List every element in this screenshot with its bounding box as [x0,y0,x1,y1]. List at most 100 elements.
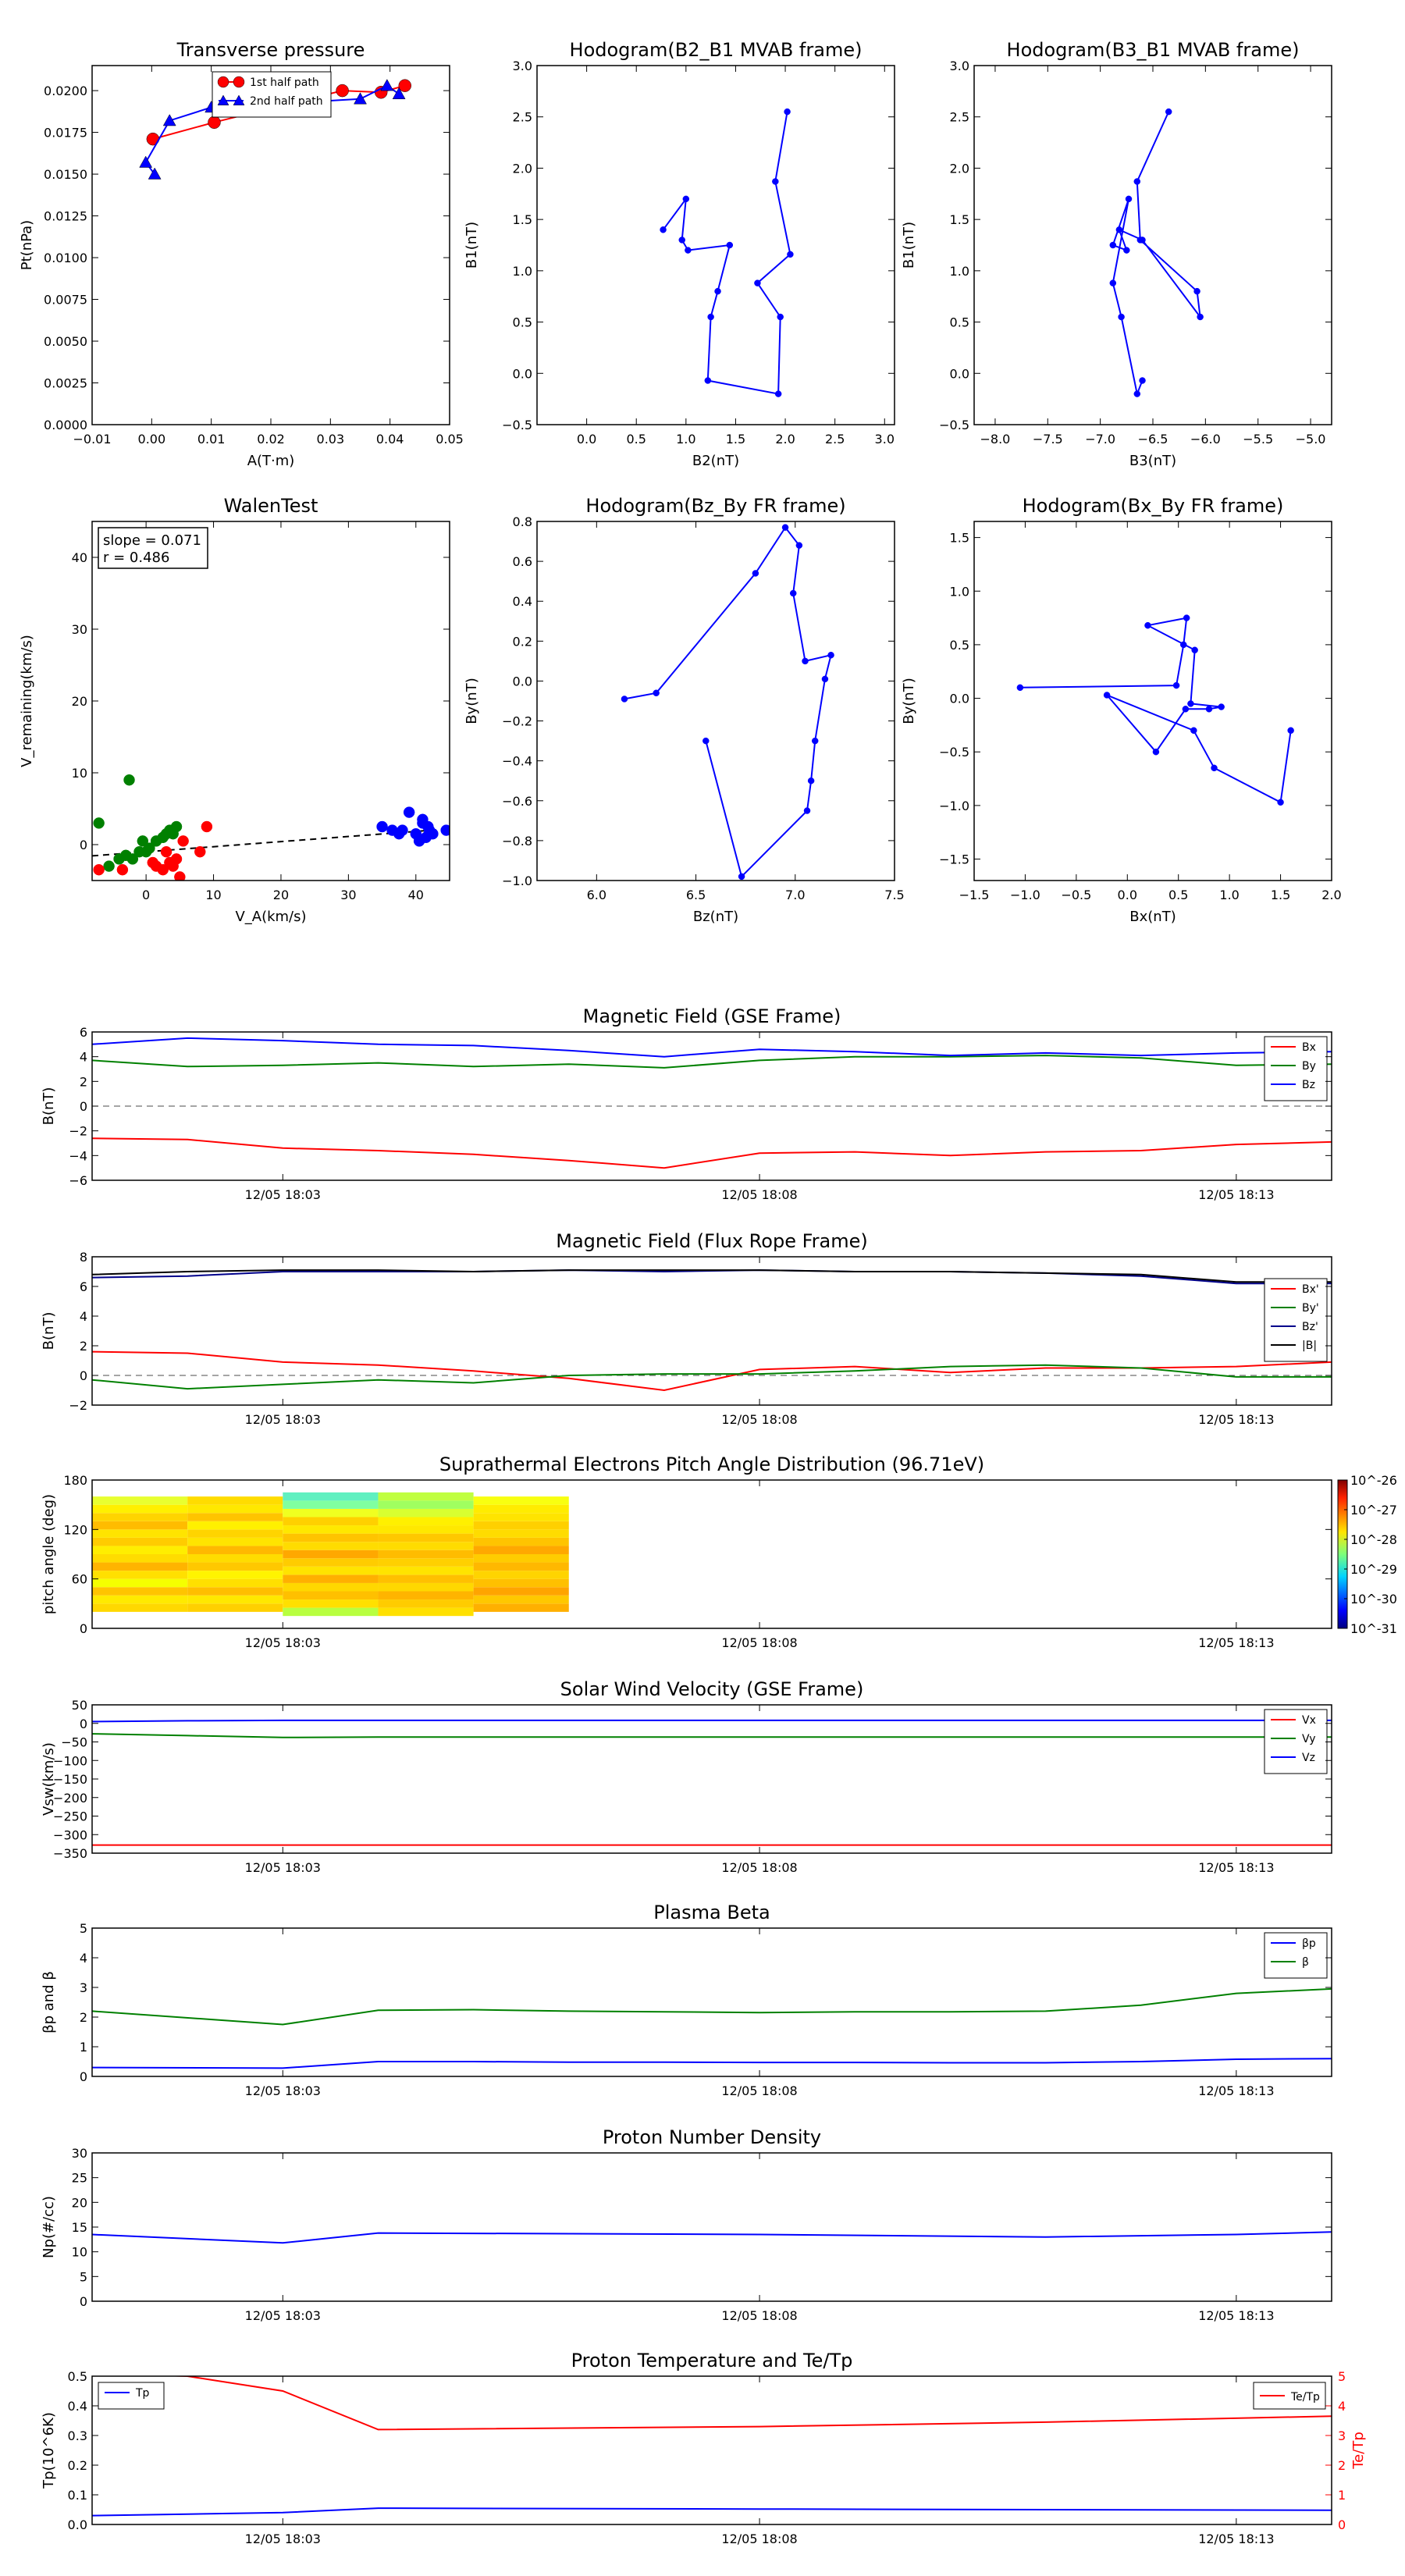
data-point [802,657,809,665]
x-tick-label: 0.02 [257,432,285,447]
x-tick-label: 1.5 [1271,888,1290,902]
x-tick-label: 12/05 18:08 [721,1187,797,1202]
legend-label: Tp [135,2387,150,2400]
colorbar [1337,1479,1348,1629]
data-point [162,114,176,126]
series-line [92,1719,1332,1723]
legend-box [212,71,332,118]
plot-frame [973,65,1332,425]
x-tick-label: −6.0 [1190,432,1221,447]
y-tick-label: 0.3 [68,2428,87,2443]
x-axis-label: Bx(nT) [1129,909,1176,925]
y-axis-label: B1(nT) [464,222,480,269]
data-point [403,806,415,818]
y-axis-label: By(nT) [464,678,480,724]
heatmap-cell [378,1558,474,1567]
colorbar-label: 10^-31 [1350,1621,1397,1636]
annotation-text: slope = 0.071 [103,532,201,549]
data-point [707,313,714,321]
y-tick-label: −150 [53,1772,87,1787]
data-point [139,155,153,168]
data-layer [92,1987,1332,2069]
x-tick-label: 12/05 18:13 [1198,1412,1274,1427]
data-point [807,777,815,785]
data-point [1218,703,1225,710]
x-tick-label: 12/05 18:08 [721,1412,797,1427]
y-tick-label: 10 [72,2245,87,2260]
heatmap-cell [473,1571,569,1579]
y-tick-label: −0.6 [502,794,532,809]
heatmap-cell [187,1513,283,1521]
data-point [1125,195,1133,203]
data-point [660,226,667,233]
data-point [194,845,206,858]
data-point [123,774,135,786]
y-tick-label: 0.5 [950,638,969,653]
data-point [752,570,759,577]
y-tick-label: −0.8 [502,834,532,849]
heatmap-cell [187,1521,283,1530]
x-tick-label: 0.00 [138,432,166,447]
data-point [398,79,411,92]
heatmap-cell [187,1546,283,1554]
y-tick-label: −250 [53,1809,87,1824]
y-tick-label: 0 [80,2294,87,2309]
legend-marker [217,94,229,105]
y-tick-label: 0.0 [950,692,969,706]
data-point [702,737,710,745]
y-tick-label: −350 [53,1846,87,1861]
data-layer [92,2231,1332,2244]
y-tick-label: 0.6 [513,554,532,569]
y-tick-label: 3 [80,1980,87,1995]
heatmap-cell [473,1521,569,1530]
series-line [92,2231,1332,2244]
legend-box [1264,1278,1328,1362]
legend-label: Bz' [1302,1321,1318,1333]
y-tick-label: 20 [72,2195,87,2210]
heatmap-cell [378,1500,474,1509]
data-point [376,820,388,833]
chart-title: Hodogram(B2_B1 MVAB frame) [570,39,863,61]
chart-11: Proton Number Density 12/05 18:03 12/05 18… [41,2126,1332,2323]
legend-box [1264,1932,1328,1979]
data-point [803,807,811,814]
data-point [1139,237,1146,244]
y-tick-label: 4 [80,1050,87,1065]
chart-title: Hodogram(B3_B1 MVAB frame) [1007,39,1300,61]
heatmap-cell [92,1521,188,1530]
y-tick-label: 0 [80,1368,87,1383]
heatmap-cell [187,1595,283,1604]
data-point [1109,279,1117,286]
data-layer [92,1037,1332,1169]
x-tick-label: −1.5 [959,888,990,902]
data-layer [1016,614,1294,806]
data-point [1016,684,1024,692]
series-line [162,2376,1332,2431]
y-tick-label: −0.5 [939,418,969,432]
y-tick-label: −2 [69,1398,87,1413]
data-point [1197,313,1204,321]
x-tick-label: −1.0 [1010,888,1040,902]
data-point [201,820,213,833]
x-tick-label: −7.0 [1085,432,1115,447]
series-line [92,1037,1332,1058]
data-point [103,860,115,872]
y-tick-label: −300 [53,1827,87,1842]
x-axis-label: B2(nT) [692,453,739,469]
x-tick-label: 12/05 18:03 [245,1635,321,1650]
data-point [177,835,189,847]
data-point [1277,799,1284,806]
y-right-tick-label: 0 [1338,2517,1346,2532]
y-right-tick-label: 4 [1338,2399,1346,2414]
legend-marker [233,76,245,88]
y-tick-label: 5 [80,2269,87,2284]
chart-4: Hodogram(Bz_By FR frame) 6.0 6.5 7.0 7.5 −1.0… [464,495,905,925]
x-tick-label: 10 [205,888,221,902]
heatmap-cell [187,1554,283,1563]
series-line [92,1987,1332,2026]
heatmap-cell [187,1537,283,1546]
data-point [160,845,173,858]
heatmap-cell [283,1582,379,1592]
chart-title: Hodogram(Bx_By FR frame) [1023,495,1284,517]
